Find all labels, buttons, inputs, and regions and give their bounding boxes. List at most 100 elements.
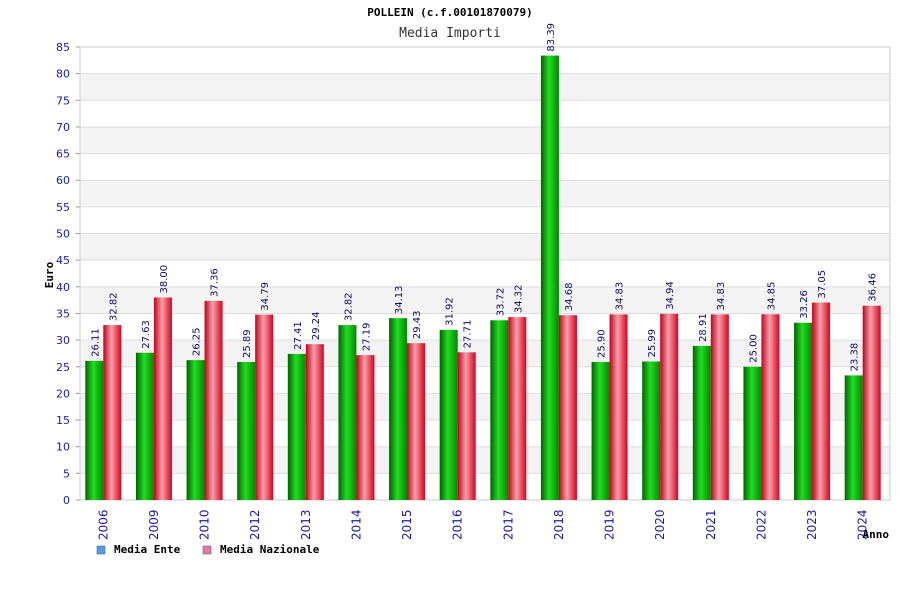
y-tick-label: 0	[63, 494, 70, 507]
x-tick-label: 2022	[754, 509, 768, 540]
bar-media-nazionale	[457, 352, 476, 500]
data-label: 27.71	[463, 320, 474, 349]
y-tick-label: 60	[56, 174, 70, 187]
data-label: 34.32	[513, 284, 524, 313]
grid-band	[80, 47, 890, 74]
x-tick-label: 2009	[147, 509, 161, 540]
y-tick-label: 40	[56, 281, 70, 294]
bar-media-ente	[135, 352, 154, 500]
data-label: 27.41	[293, 321, 304, 350]
x-tick-label: 2015	[400, 509, 414, 540]
grid-band	[80, 180, 890, 207]
bar-media-nazionale	[103, 325, 122, 500]
data-label: 25.89	[242, 329, 253, 358]
bar-media-ente	[692, 345, 711, 500]
y-tick-label: 20	[56, 387, 70, 400]
data-label: 25.99	[647, 329, 658, 358]
grid-band	[80, 233, 890, 261]
y-tick-label: 65	[56, 148, 70, 161]
y-tick-label: 45	[56, 254, 70, 267]
x-axis-label: Anno	[863, 528, 890, 541]
x-tick-label: 2018	[552, 509, 566, 540]
data-label: 36.46	[868, 273, 879, 302]
data-label: 26.25	[192, 327, 203, 356]
x-tick-label: 2019	[603, 509, 617, 540]
y-tick-label: 85	[56, 41, 70, 54]
bars	[85, 55, 881, 500]
bar-media-ente	[338, 325, 357, 500]
grid-band	[80, 206, 890, 234]
grid-band	[80, 73, 890, 101]
data-label: 23.38	[850, 343, 861, 372]
y-tick-label: 80	[56, 68, 70, 81]
data-label: 34.85	[766, 282, 777, 311]
plot-frame	[79, 46, 891, 501]
y-tick-label: 25	[56, 361, 70, 374]
grid-band	[80, 260, 890, 287]
x-tick-label: 2021	[704, 509, 718, 540]
legend: Media Ente Media Nazionale	[96, 543, 320, 556]
grid-band	[80, 153, 890, 181]
bar-media-nazionale	[710, 314, 729, 500]
bar-media-ente	[287, 353, 306, 500]
y-tick-label: 15	[56, 414, 70, 427]
x-tick-label: 2014	[349, 509, 363, 540]
y-tick-label: 30	[56, 334, 70, 347]
x-tick-label: 2024	[856, 509, 870, 540]
data-label: 83.39	[546, 23, 557, 52]
y-axis-label: Euro	[43, 261, 56, 288]
grid-band	[80, 100, 890, 127]
bar-media-nazionale	[558, 315, 577, 500]
x-tick-label: 2017	[501, 509, 515, 540]
data-label: 25.90	[597, 329, 608, 358]
data-label: 29.43	[412, 311, 423, 340]
bar-media-ente	[85, 360, 104, 500]
y-tick-label: 5	[63, 467, 70, 480]
x-tick-label: 2013	[299, 509, 313, 540]
bar-media-nazionale	[812, 302, 831, 500]
bar-media-nazionale	[660, 313, 679, 500]
bar-media-nazionale	[255, 314, 274, 500]
data-label: 27.19	[361, 322, 372, 351]
bar-media-ente	[794, 322, 813, 500]
data-label: 34.83	[716, 282, 727, 311]
y-tick-label: 50	[56, 228, 70, 241]
bar-media-nazionale	[862, 305, 881, 500]
data-label: 33.26	[799, 290, 810, 319]
y-tick-label: 70	[56, 121, 70, 134]
bar-media-nazionale	[305, 344, 324, 500]
bar-media-ente	[540, 55, 559, 500]
bar-media-nazionale	[761, 314, 780, 500]
bar-media-ente	[237, 362, 256, 500]
chart-title: POLLEIN (c.f.00101870079)	[367, 6, 533, 19]
data-label: 29.24	[311, 312, 322, 341]
data-label: 27.63	[141, 320, 152, 349]
legend-swatch-media-ente	[96, 545, 106, 555]
bar-media-nazionale	[508, 317, 527, 500]
bar-media-ente	[642, 361, 661, 500]
x-tick-label: 2006	[96, 509, 110, 540]
bar-media-nazionale	[609, 314, 628, 500]
bar-media-nazionale	[407, 343, 426, 500]
data-label: 34.83	[615, 282, 626, 311]
data-label: 25.00	[748, 334, 759, 363]
bar-media-ente	[439, 329, 458, 500]
legend-label-media-ente: Media Ente	[114, 543, 181, 556]
bar-media-nazionale	[153, 297, 172, 500]
grid-band	[80, 126, 890, 154]
y-tick-label: 35	[56, 307, 70, 320]
bar-media-ente	[186, 360, 205, 500]
x-tick-label: 2010	[198, 509, 212, 540]
x-tick-label: 2016	[451, 509, 465, 540]
data-label: 26.11	[90, 328, 101, 357]
x-axis-ticks: 2006 2009 2010 2012 2013 2014 2015 2016 2017 2018…	[96, 509, 869, 540]
x-tick-label: 2012	[248, 509, 262, 540]
bar-media-ente	[490, 320, 509, 500]
bar-media-ente	[844, 375, 863, 500]
bar-media-nazionale	[356, 355, 375, 500]
y-tick-label: 55	[56, 201, 70, 214]
data-label: 37.36	[210, 268, 221, 297]
y-tick-label: 10	[56, 441, 70, 454]
x-tick-label: 2023	[805, 509, 819, 540]
